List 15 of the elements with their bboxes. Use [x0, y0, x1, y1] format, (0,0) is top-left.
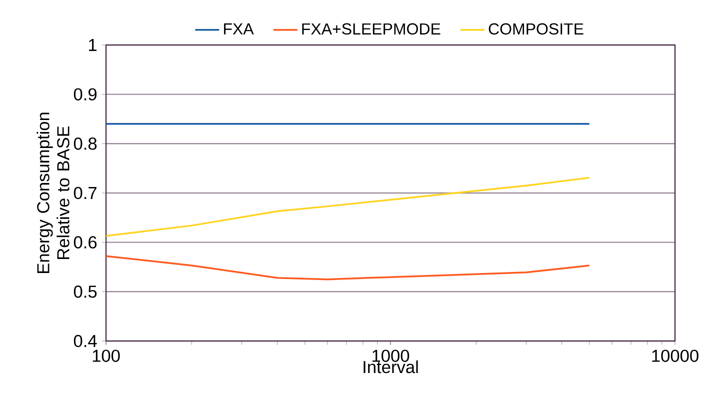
y-tick-label: 0.7	[74, 186, 96, 200]
legend-label: COMPOSITE	[488, 23, 584, 35]
y-tick-label: 0.8	[74, 138, 97, 150]
legend-label: FXA	[224, 23, 254, 34]
y-tick-label: 0.4	[74, 334, 97, 348]
y-axis-title: Energy Consumption Relative to BASE	[36, 112, 70, 273]
x-axis-title: Interval	[364, 360, 418, 374]
y-tick-label: 1	[89, 39, 97, 51]
legend-label: FXA+SLEEPMODE	[302, 23, 440, 35]
y-tick-label: 0.9	[74, 88, 97, 100]
y-tick-label: 0.6	[74, 236, 97, 248]
x-tick-label: 10000	[652, 350, 698, 362]
x-tick-label: 100	[92, 350, 120, 362]
y-tick-label: 0.5	[74, 286, 97, 298]
x-tick-label: 1000	[372, 350, 410, 362]
